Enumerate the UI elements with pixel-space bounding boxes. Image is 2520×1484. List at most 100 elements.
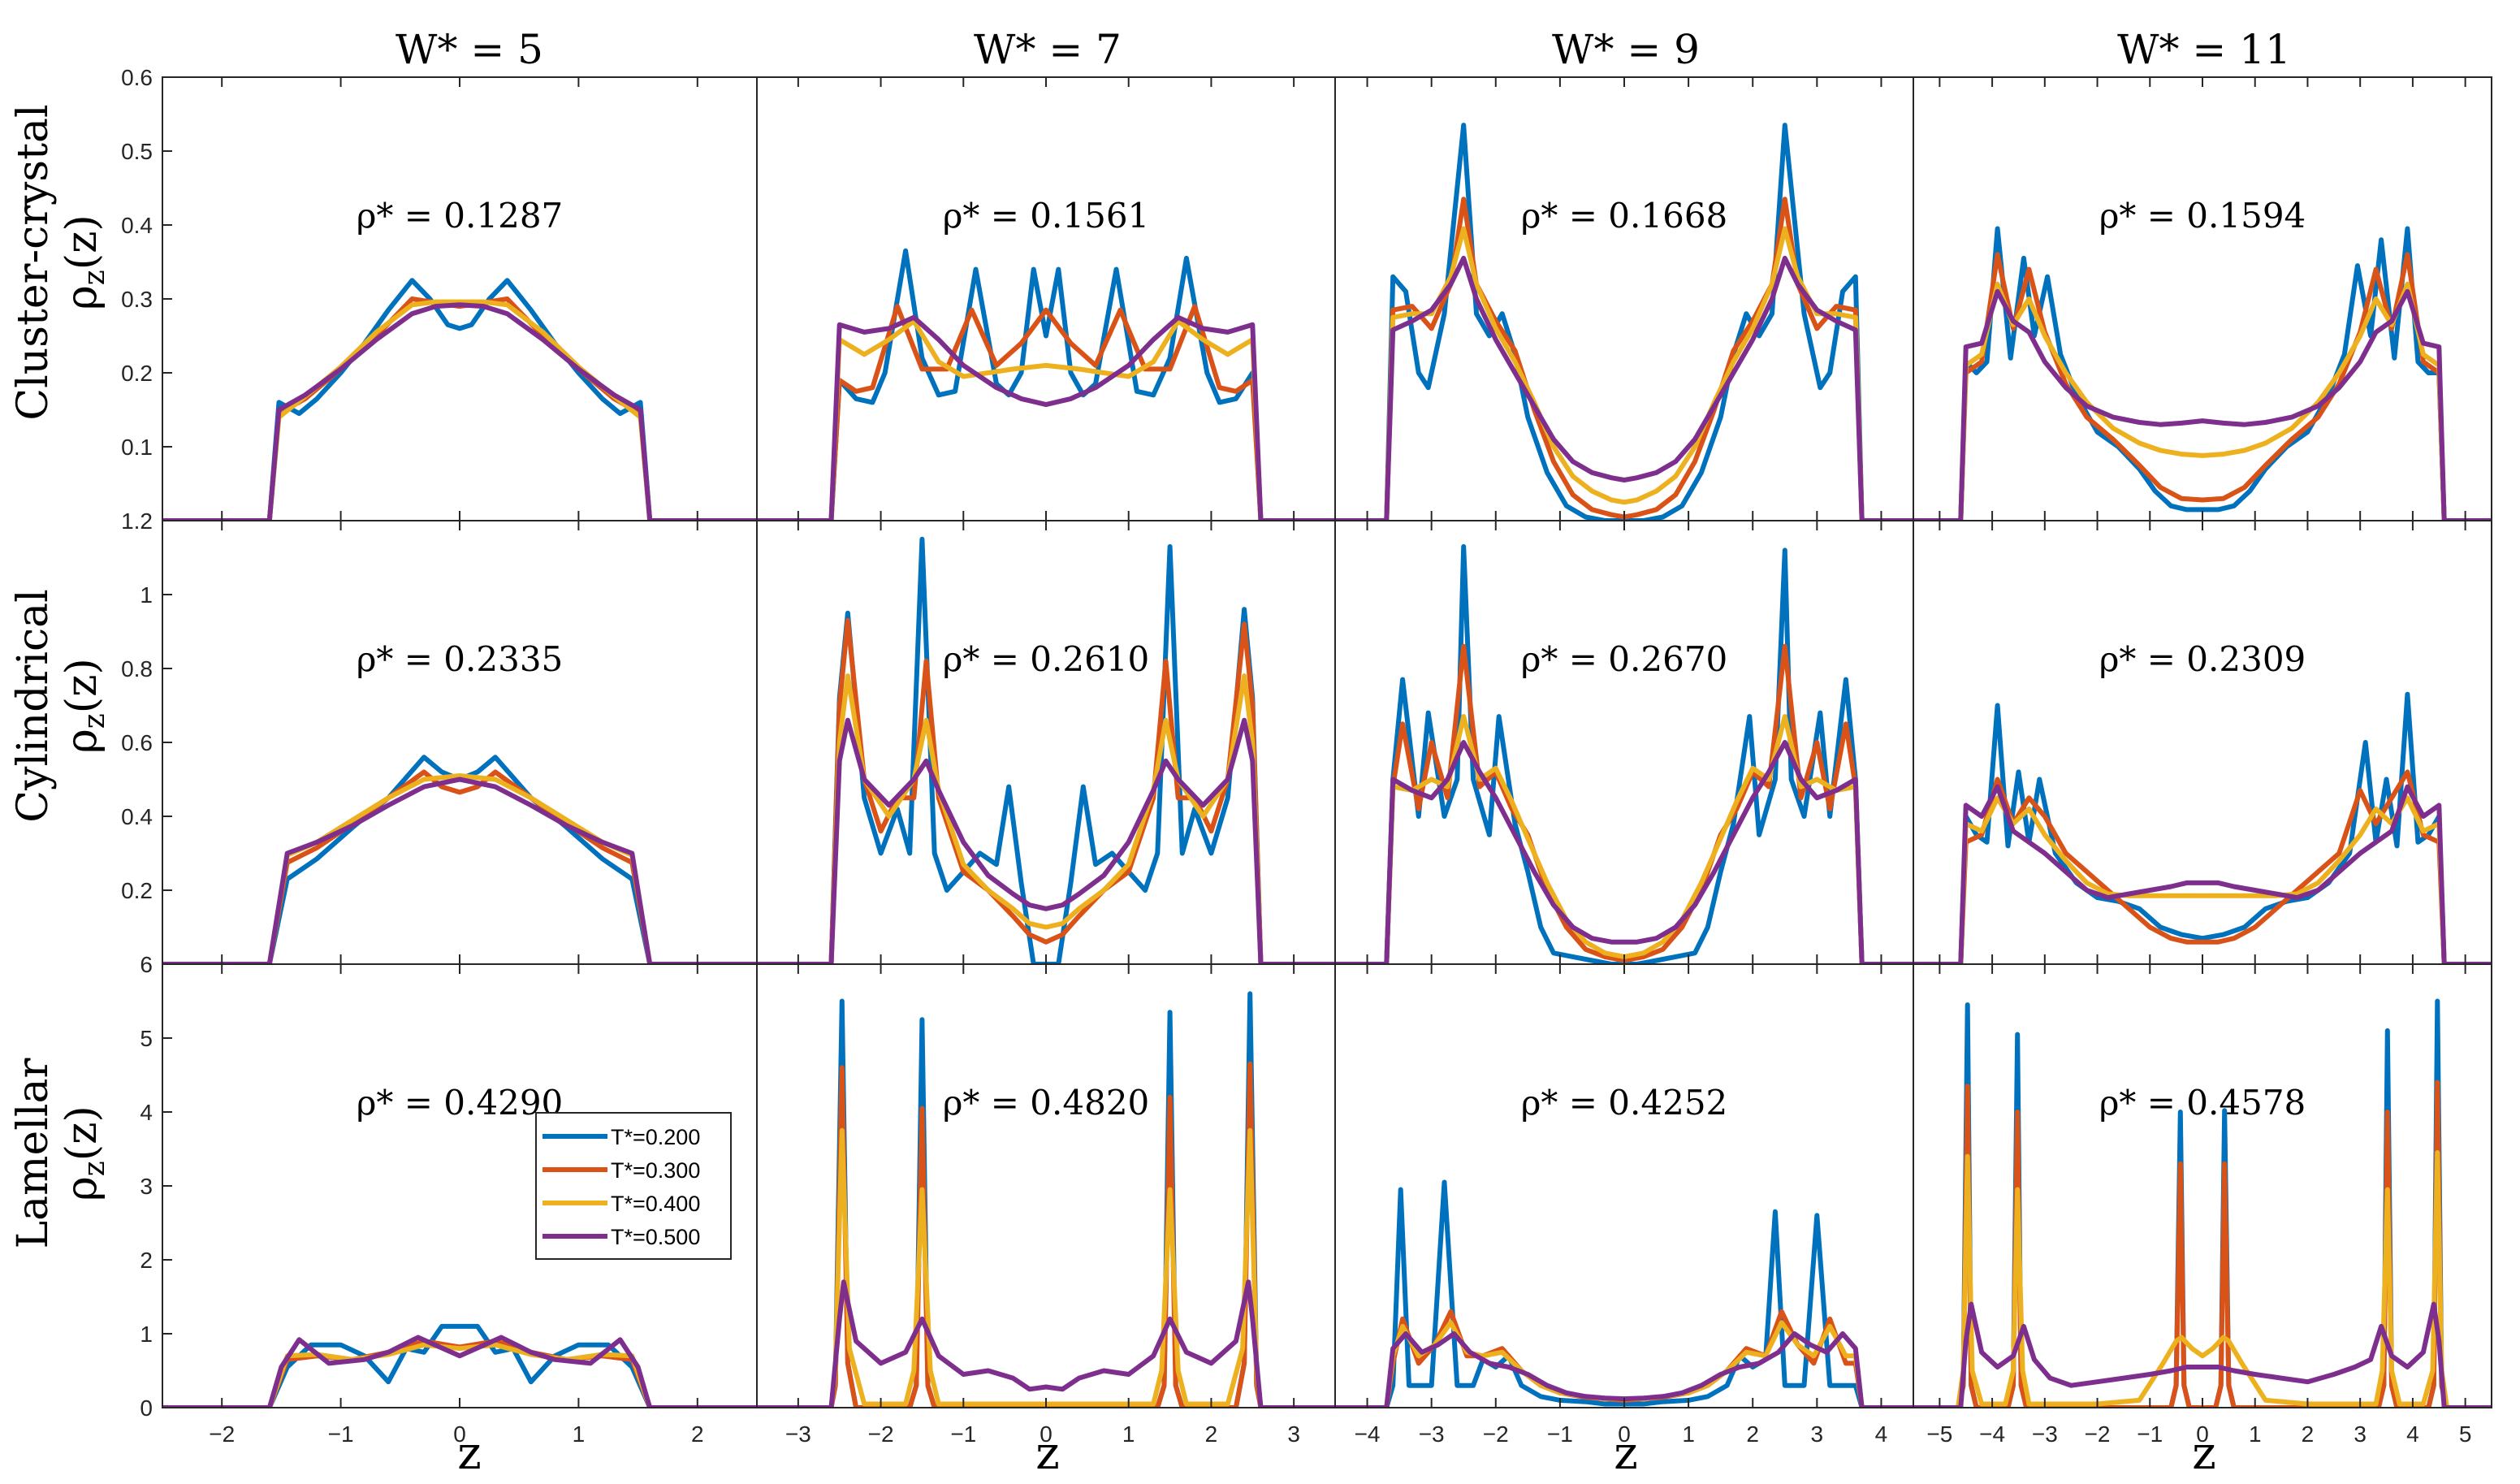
series-line-t0200 <box>1913 226 2492 521</box>
x-tick-label: −1 <box>950 1421 976 1447</box>
series-line-t0500 <box>757 717 1335 964</box>
x-tick-label: 3 <box>1811 1421 1824 1447</box>
x-tick-label: 0 <box>453 1421 466 1447</box>
series-line-t0500 <box>1913 288 2492 521</box>
density-annotation: ρ* = 0.1594 <box>2099 196 2306 236</box>
series-group <box>1335 123 1913 521</box>
y-tick-label: 2 <box>140 1248 153 1273</box>
panel-r2-c4: ρ* = 0.2309 <box>1913 520 2492 965</box>
series-line-t0300 <box>1913 1079 2492 1408</box>
density-annotation: ρ* = 0.2670 <box>1521 639 1728 679</box>
x-tick-label: −1 <box>2137 1421 2163 1447</box>
row-label-lamellar: Lamellar <box>9 1058 58 1248</box>
series-group <box>162 1323 757 1408</box>
series-line-t0500 <box>1335 740 1913 964</box>
series-line-t0500 <box>1335 255 1913 521</box>
y-tick-label: 0.3 <box>121 287 153 312</box>
series-line-t0300 <box>162 296 757 521</box>
series-line-t0200 <box>162 278 757 521</box>
panel-frame <box>162 76 758 521</box>
series-line-t0200 <box>162 755 757 964</box>
series-line-t0400 <box>1335 226 1913 521</box>
y-tick-label: 0.2 <box>121 361 153 386</box>
row-ylabel-2: ρz(z) <box>58 658 111 754</box>
x-tick-label: −3 <box>2032 1421 2058 1447</box>
column-title-w9: W* = 9 <box>1552 26 1700 73</box>
x-tick-label: 4 <box>2406 1421 2419 1447</box>
column-title-w5: W* = 5 <box>396 26 543 73</box>
y-tick-label: 0.8 <box>121 656 153 681</box>
legend: T*=0.200 T*=0.300 T*=0.400 T*=0.500 <box>535 1112 732 1260</box>
x-tick-label: 5 <box>2459 1421 2472 1447</box>
series-line-t0200 <box>1913 691 2492 964</box>
y-tick-label: 0.4 <box>121 213 153 238</box>
y-tick-label: 0 <box>140 1395 153 1421</box>
x-tick-label: −1 <box>328 1421 354 1447</box>
y-tick-label: 0.6 <box>121 730 153 755</box>
panel-r1-c1: ρ* = 0.1287 0.6 0.5 0.4 0.3 0.2 0.1 <box>121 65 758 521</box>
series-group <box>757 991 1335 1408</box>
panel-grid: ρ* = 0.1287 0.6 0.5 0.4 0.3 0.2 0.1 ρ* = 0.1561… <box>121 65 2492 1447</box>
x-tick-label: 0 <box>1618 1421 1631 1447</box>
series-line-t0200 <box>1335 543 1913 964</box>
series-line-t0400 <box>757 318 1335 521</box>
x-tick-label: 1 <box>2249 1421 2262 1447</box>
density-annotation: ρ* = 0.2309 <box>2099 639 2306 679</box>
density-annotation: ρ* = 0.4578 <box>2099 1083 2306 1123</box>
panel-r2-c2: ρ* = 0.2610 <box>756 520 1336 965</box>
panel-frame <box>1334 520 1914 965</box>
legend-label-t400: T*=0.400 <box>611 1192 700 1216</box>
series-line-t0400 <box>162 773 757 964</box>
density-annotation: ρ* = 0.1561 <box>943 196 1150 236</box>
series-line-t0200 <box>757 536 1335 964</box>
x-tick-label: 1 <box>573 1421 586 1447</box>
panel-r1-c2: ρ* = 0.1561 <box>756 76 1336 521</box>
series-line-t0300 <box>162 769 757 964</box>
series-line-t0400 <box>162 299 757 521</box>
series-line-t0500 <box>162 1335 757 1408</box>
x-tick-label: 3 <box>1287 1421 1300 1447</box>
x-tick-label: −4 <box>1355 1421 1381 1447</box>
density-annotation: ρ* = 0.2610 <box>943 639 1150 679</box>
panel-frame <box>1913 963 2492 1408</box>
series-line-t0400 <box>1913 281 2492 521</box>
row-ylabel-3: ρz(z) <box>58 1105 111 1201</box>
series-line-t0200 <box>1335 123 1913 521</box>
x-tick-label: −3 <box>1419 1421 1445 1447</box>
series-line-t0500 <box>757 314 1335 521</box>
x-axis-label-col1: z <box>457 1427 482 1480</box>
x-axis-label-col3: z <box>1614 1427 1638 1480</box>
density-annotation: ρ* = 0.1287 <box>357 196 564 236</box>
series-line-t0300 <box>757 304 1335 521</box>
column-title-w11: W* = 11 <box>2117 26 2291 73</box>
panel-r1-c4: ρ* = 0.1594 <box>1913 76 2492 521</box>
series-line-t0500 <box>757 1279 1335 1408</box>
series-line-t0500 <box>1913 1301 2492 1408</box>
panel-r3-c4: ρ* = 0.4578 −5 −4 −3 −2 −1 0 1 2 3 4 5 <box>1913 963 2492 1447</box>
series-group <box>757 536 1335 964</box>
series-line-t0300 <box>162 1339 757 1408</box>
y-tick-label: 5 <box>140 1026 153 1051</box>
density-annotation: ρ* = 0.4252 <box>1521 1083 1728 1123</box>
y-tick-label: 1.2 <box>121 508 153 534</box>
x-tick-label: 2 <box>691 1421 704 1447</box>
series-group <box>1913 226 2492 521</box>
y-tick-label: 0.1 <box>121 435 153 460</box>
x-tick-label: −5 <box>1926 1421 1952 1447</box>
series-line-t0200 <box>1913 998 2492 1408</box>
x-tick-label: 0 <box>2196 1421 2209 1447</box>
y-tick-label: 0.5 <box>121 139 153 164</box>
series-group <box>162 755 757 964</box>
row-label-cylindrical: Cylindrical <box>9 589 58 822</box>
x-tick-label: 4 <box>1875 1421 1888 1447</box>
series-line-t0300 <box>1335 197 1913 521</box>
x-tick-label: 1 <box>1122 1421 1135 1447</box>
series-line-t0200 <box>1335 1179 1913 1408</box>
series-group <box>757 248 1335 521</box>
series-line-t0400 <box>757 673 1335 964</box>
series-group <box>1335 1179 1913 1408</box>
series-line-t0500 <box>1913 784 2492 964</box>
series-line-t0300 <box>1913 252 2492 521</box>
x-tick-label: −4 <box>1979 1421 2005 1447</box>
